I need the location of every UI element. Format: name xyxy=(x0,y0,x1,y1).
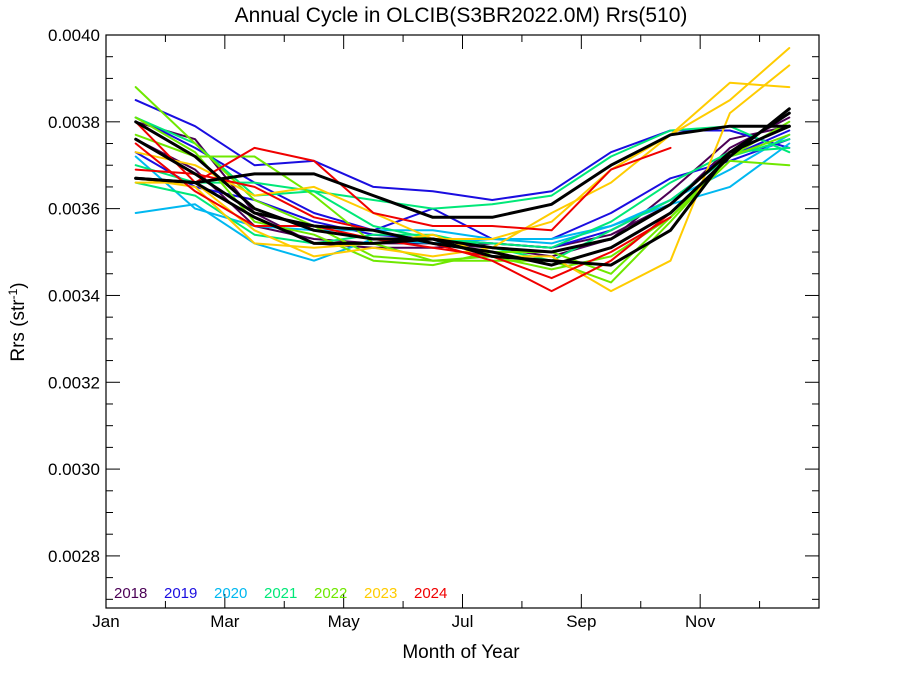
legend-item-2020: 2020 xyxy=(214,585,247,602)
x-tick-label: Mar xyxy=(210,612,240,631)
y-tick-label: 0.0030 xyxy=(48,460,100,479)
series-line-22 xyxy=(134,111,791,267)
legend-item-2022: 2022 xyxy=(314,585,347,602)
legend: 2018 2019 2020 2021 2022 2023 2024 xyxy=(114,585,447,602)
y-axis-title: Rrs (str-1) xyxy=(6,282,29,361)
x-tick-label: Sep xyxy=(566,612,596,631)
y-axis-title-main: Rrs (str xyxy=(8,299,29,362)
y-axis-title-suffix: ) xyxy=(8,282,29,288)
series-line-10 xyxy=(134,146,791,249)
legend-item-2023: 2023 xyxy=(364,585,397,602)
x-tick-label: Jan xyxy=(92,612,119,631)
legend-item-2019: 2019 xyxy=(164,585,197,602)
series-line-14 xyxy=(134,81,791,240)
legend-item-2024: 2024 xyxy=(414,585,447,602)
legend-item-2018: 2018 xyxy=(114,585,147,602)
y-tick-label: 0.0036 xyxy=(48,200,100,219)
legend-item-2021: 2021 xyxy=(264,585,297,602)
plot-background xyxy=(106,35,819,608)
y-tick-label: 0.0038 xyxy=(48,113,100,132)
y-tick-label: 0.0028 xyxy=(48,547,100,566)
x-tick-label: May xyxy=(328,612,361,631)
series-line-17 xyxy=(134,120,672,232)
y-tick-label: 0.0034 xyxy=(48,286,100,305)
chart-title: Annual Cycle in OLCIB(S3BR2022.0M) Rrs(5… xyxy=(235,4,688,27)
y-tick-label: 0.0040 xyxy=(48,26,100,45)
axes: 0.0028 0.0030 0.0032 0.0034 0.0036 0.0038 0.00… xyxy=(48,26,820,631)
series-line-16 xyxy=(134,64,791,293)
series-line-19 xyxy=(134,142,672,280)
x-tick-label: Jul xyxy=(452,612,474,631)
y-axis-title-superscript: -1 xyxy=(6,288,20,299)
series-line-23 xyxy=(134,120,791,254)
series-line-21 xyxy=(134,124,791,219)
x-tick-label: Nov xyxy=(685,612,716,631)
plot-area xyxy=(106,35,819,608)
series-line-13 xyxy=(134,133,791,284)
x-axis-title: Month of Year xyxy=(402,642,520,663)
series-group xyxy=(134,47,791,293)
y-tick-label: 0.0032 xyxy=(48,373,100,392)
